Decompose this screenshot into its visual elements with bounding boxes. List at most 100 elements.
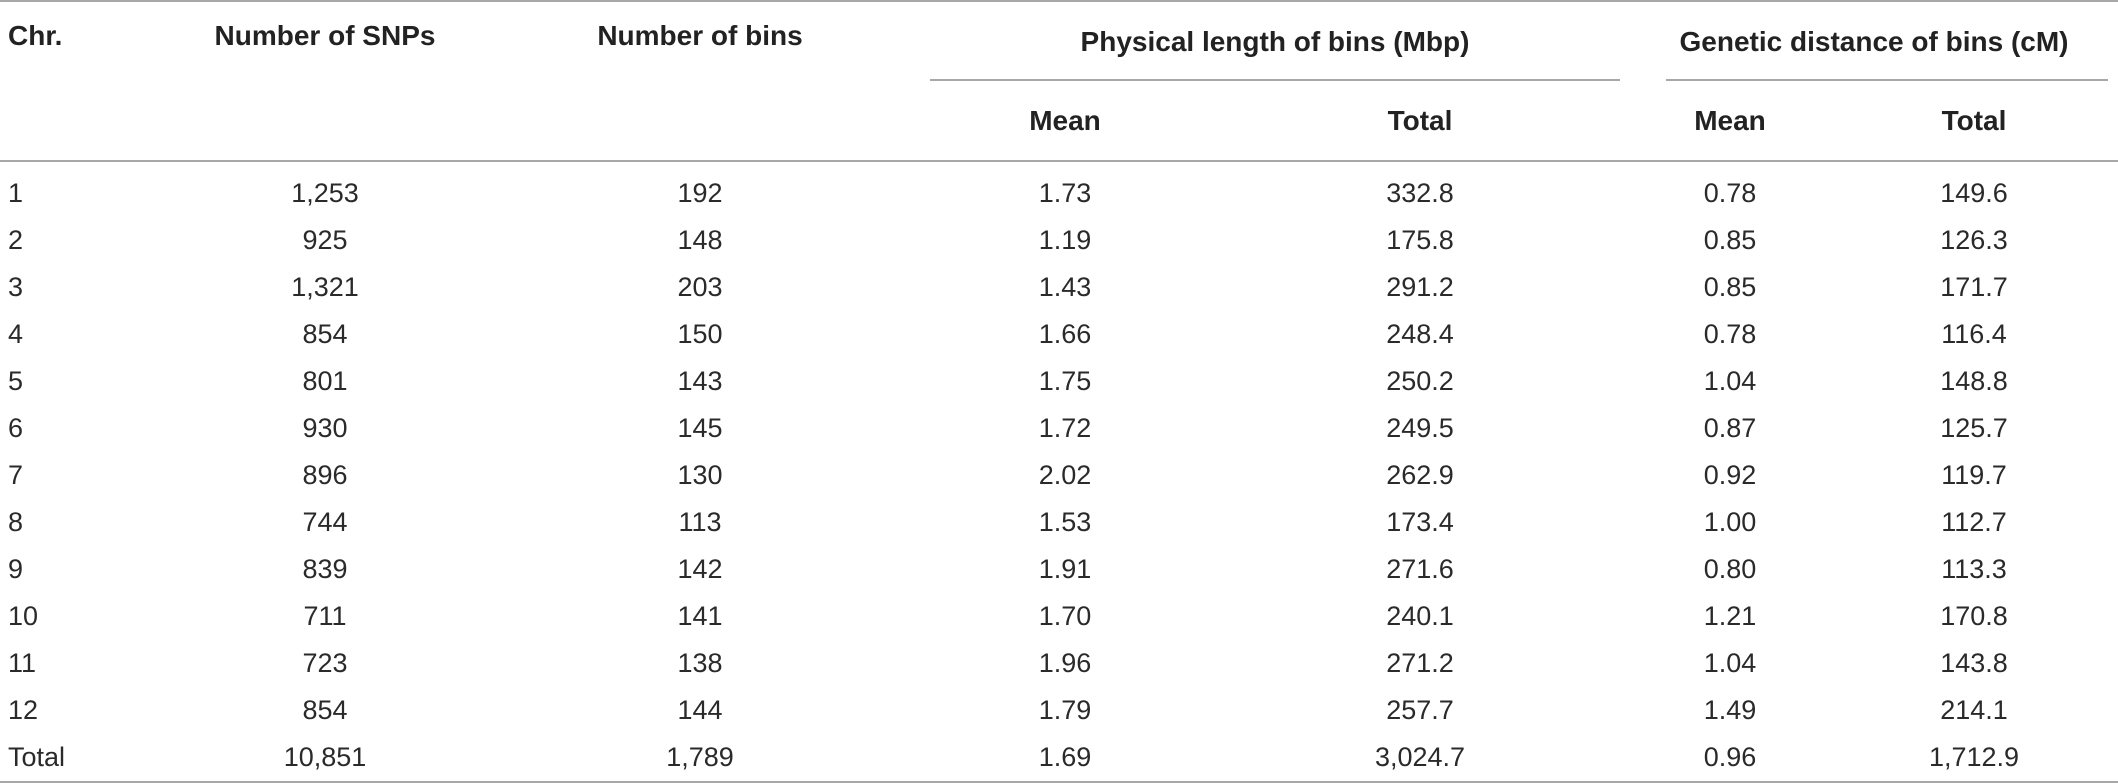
cell-genetic-mean: 1.49 bbox=[1703, 695, 1757, 725]
cell-number-of-snps: 839 bbox=[302, 554, 348, 584]
cell-genetic-mean: 1.04 bbox=[1703, 366, 1757, 396]
cell-number-of-bins: 150 bbox=[677, 319, 723, 349]
table-body: 1 1,253 192 1.73 332.8 0.78 149.6 2 925 148 1.19 17… bbox=[0, 161, 2118, 783]
cell-physical-mean: 1.69 bbox=[920, 734, 1210, 783]
cell-number-of-snps: 1,253 bbox=[291, 178, 359, 208]
table-row: 11 723 138 1.96 271.2 1.04 143.8 bbox=[0, 640, 2118, 687]
header-chr: Chr. bbox=[8, 20, 63, 51]
cell-genetic-mean: 0.92 bbox=[1703, 460, 1757, 490]
header-number-of-snps: Number of SNPs bbox=[214, 20, 436, 51]
header-physical-mean: Mean bbox=[1029, 104, 1101, 136]
table-row: 6 930 145 1.72 249.5 0.87 125.7 bbox=[0, 405, 2118, 452]
cell-genetic-mean: 0.85 bbox=[1703, 272, 1757, 302]
cell-physical-mean: 1.91 bbox=[1038, 554, 1092, 584]
cell-number-of-snps: 925 bbox=[302, 225, 348, 255]
cell-number-of-snps: 896 bbox=[302, 460, 348, 490]
cell-chr: 12 bbox=[8, 695, 39, 725]
cell-chr: 2 bbox=[8, 225, 24, 255]
cell-chr: 4 bbox=[8, 319, 24, 349]
cell-chr: 11 bbox=[8, 648, 37, 678]
cell-number-of-bins: 145 bbox=[677, 413, 723, 443]
cell-number-of-bins: 148 bbox=[677, 225, 723, 255]
cell-genetic-total: 1,712.9 bbox=[1830, 734, 2118, 783]
cell-number-of-bins: 142 bbox=[677, 554, 723, 584]
cell-physical-total: 257.7 bbox=[1386, 695, 1454, 725]
cell-physical-total: 271.6 bbox=[1386, 554, 1454, 584]
table-row: 1 1,253 192 1.73 332.8 0.78 149.6 bbox=[0, 170, 2118, 217]
cell-genetic-total: 148.8 bbox=[1940, 366, 2008, 396]
cell-number-of-bins: 203 bbox=[677, 272, 723, 302]
cell-genetic-total: 149.6 bbox=[1940, 178, 2008, 208]
cell-physical-total: 249.5 bbox=[1386, 413, 1454, 443]
cell-physical-mean: 1.96 bbox=[1038, 648, 1092, 678]
cell-genetic-mean: 1.00 bbox=[1703, 507, 1757, 537]
header-physical-length-label: Physical length of bins (Mbp) bbox=[1080, 26, 1470, 57]
cell-chr: Total bbox=[0, 734, 170, 783]
cell-number-of-snps: 10,851 bbox=[170, 734, 480, 783]
cell-number-of-snps: 1,321 bbox=[291, 272, 359, 302]
table-row: 3 1,321 203 1.43 291.2 0.85 171.7 bbox=[0, 264, 2118, 311]
cell-physical-mean: 2.02 bbox=[1038, 460, 1092, 490]
cell-number-of-bins: 113 bbox=[678, 507, 722, 537]
cell-chr: 8 bbox=[8, 507, 24, 537]
cell-number-of-snps: 744 bbox=[302, 507, 348, 537]
cell-physical-total: 332.8 bbox=[1386, 178, 1454, 208]
header-genetic-distance-label: Genetic distance of bins (cM) bbox=[1679, 26, 2069, 57]
table-row: 2 925 148 1.19 175.8 0.85 126.3 bbox=[0, 217, 2118, 264]
cell-physical-total: 240.1 bbox=[1386, 601, 1454, 631]
cell-genetic-total: 116.4 bbox=[1941, 319, 2007, 349]
cell-genetic-mean: 0.80 bbox=[1703, 554, 1757, 584]
cell-physical-total: 250.2 bbox=[1386, 366, 1454, 396]
table-row: 5 801 143 1.75 250.2 1.04 148.8 bbox=[0, 358, 2118, 405]
cell-chr: 9 bbox=[8, 554, 24, 584]
cell-physical-mean: 1.79 bbox=[1038, 695, 1092, 725]
cell-physical-mean: 1.73 bbox=[1038, 178, 1092, 208]
cell-physical-mean: 1.53 bbox=[1038, 507, 1092, 537]
cell-physical-mean: 1.66 bbox=[1038, 319, 1092, 349]
cell-number-of-snps: 723 bbox=[302, 648, 348, 678]
cell-chr: 6 bbox=[8, 413, 24, 443]
cell-number-of-bins: 143 bbox=[677, 366, 723, 396]
cell-physical-mean: 1.70 bbox=[1038, 601, 1092, 631]
cell-genetic-mean: 1.04 bbox=[1703, 648, 1757, 678]
cell-chr: 1 bbox=[8, 178, 24, 208]
table-row: 4 854 150 1.66 248.4 0.78 116.4 bbox=[0, 311, 2118, 358]
cell-number-of-bins: 141 bbox=[677, 601, 723, 631]
cell-genetic-total: 119.7 bbox=[1941, 460, 2007, 490]
cell-physical-total: 271.2 bbox=[1386, 648, 1454, 678]
cell-number-of-snps: 930 bbox=[302, 413, 348, 443]
table-row: Total 10,851 1,789 1.69 3,024.7 0.96 1,712.9 bbox=[0, 734, 2118, 783]
physical-group-underline bbox=[930, 79, 1620, 81]
cell-number-of-snps: 711 bbox=[303, 601, 347, 631]
cell-chr: 3 bbox=[8, 272, 24, 302]
cell-genetic-total: 113.3 bbox=[1941, 554, 2007, 584]
cell-genetic-mean: 0.78 bbox=[1703, 178, 1757, 208]
spacer-row bbox=[0, 161, 2118, 170]
cell-physical-mean: 1.43 bbox=[1038, 272, 1092, 302]
table-row: 8 744 113 1.53 173.4 1.00 112.7 bbox=[0, 499, 2118, 546]
header-genetic-total: Total bbox=[1941, 104, 2007, 136]
cell-chr: 10 bbox=[8, 601, 39, 631]
cell-number-of-snps: 854 bbox=[302, 695, 348, 725]
header-genetic-distance-group: Genetic distance of bins (cM) bbox=[1630, 1, 2118, 81]
table-row: 9 839 142 1.91 271.6 0.80 113.3 bbox=[0, 546, 2118, 593]
cell-number-of-bins: 192 bbox=[677, 178, 723, 208]
cell-genetic-mean: 0.96 bbox=[1630, 734, 1830, 783]
table-row: 12 854 144 1.79 257.7 1.49 214.1 bbox=[0, 687, 2118, 734]
cell-genetic-total: 171.7 bbox=[1940, 272, 2008, 302]
cell-chr: 7 bbox=[8, 460, 24, 490]
cell-genetic-mean: 1.21 bbox=[1703, 601, 1757, 631]
genetic-group-underline bbox=[1666, 79, 2109, 81]
cell-genetic-total: 170.8 bbox=[1940, 601, 2008, 631]
cell-number-of-bins: 1,789 bbox=[480, 734, 920, 783]
cell-genetic-total: 143.8 bbox=[1940, 648, 2008, 678]
cell-number-of-bins: 144 bbox=[677, 695, 723, 725]
cell-physical-total: 262.9 bbox=[1386, 460, 1454, 490]
header-physical-length-group: Physical length of bins (Mbp) bbox=[920, 1, 1630, 81]
cell-number-of-snps: 854 bbox=[302, 319, 348, 349]
cell-genetic-total: 125.7 bbox=[1940, 413, 2008, 443]
cell-number-of-bins: 138 bbox=[677, 648, 723, 678]
table-row: 10 711 141 1.70 240.1 1.21 170.8 bbox=[0, 593, 2118, 640]
cell-physical-total: 175.8 bbox=[1386, 225, 1454, 255]
cell-genetic-total: 126.3 bbox=[1940, 225, 2008, 255]
